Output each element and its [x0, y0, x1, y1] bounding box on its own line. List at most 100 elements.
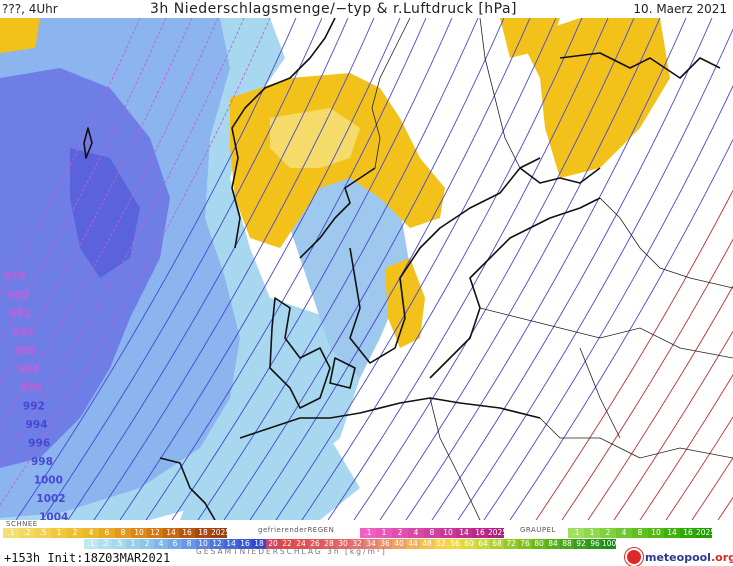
- isobar-line: [0, 17, 271, 506]
- brand-name: meteopool: [645, 550, 711, 564]
- legend-cell: 80: [532, 539, 546, 549]
- isobar-line: [0, 17, 141, 296]
- legend-cell: 2: [392, 528, 408, 538]
- snow-area-dark: [0, 68, 170, 468]
- isobar-label: 982: [9, 308, 31, 320]
- rain-area-sweden: [385, 258, 425, 348]
- isobar-line: [41, 17, 323, 521]
- gesamt-units-label: GESAMTNIEDERSCHLAG 3h [kg/m²]: [196, 547, 387, 556]
- legend-cell: 64: [476, 539, 490, 549]
- legend-cell: 16: [680, 528, 696, 538]
- legend-cell: 14: [456, 528, 472, 538]
- isobar-label: 1002: [36, 493, 65, 505]
- coast-sweden-west: [299, 167, 376, 259]
- isobar-label: 992: [23, 401, 45, 413]
- legend-gefrierender-bar: .1 1 2 4 8 10 14 16 2025+: [360, 528, 514, 538]
- isobar-label: 994: [26, 419, 48, 431]
- isobar-label: 980: [7, 290, 29, 302]
- legend-cell: 2025+: [696, 528, 722, 538]
- legend-cell: 14: [224, 539, 238, 549]
- legend-cell: 8: [182, 539, 196, 549]
- isobar-layer: [0, 17, 733, 521]
- legend-cell: 2: [600, 528, 616, 538]
- coast-norway: [231, 17, 336, 249]
- legend-cell: 8: [632, 528, 648, 538]
- legend-cell: 96: [588, 539, 602, 549]
- snow-precip-layer: [0, 18, 410, 520]
- legend-cell: 6: [168, 539, 182, 549]
- isobar-line: [327, 17, 609, 521]
- legend-cell: 1: [584, 528, 600, 538]
- legend-cell: 1: [51, 528, 67, 538]
- isobar-line: [535, 189, 733, 521]
- isobar-line: [509, 138, 733, 521]
- rain-area-northwest: [0, 18, 40, 53]
- isobar-line: [431, 17, 713, 521]
- isobar-line: [717, 496, 733, 521]
- legend-cell: 18: [252, 539, 266, 549]
- legend-graupel-name: GRAUPEL: [520, 526, 556, 534]
- isobar-line: [587, 285, 733, 521]
- legend-cell: 34: [364, 539, 378, 549]
- isobar-label: 990: [20, 382, 42, 394]
- legend-cell: .2: [98, 539, 112, 549]
- legend-cell: 16: [179, 528, 195, 538]
- coast-shetland: [83, 127, 93, 159]
- isobar-line: [67, 17, 349, 521]
- legend-cell: 32: [350, 539, 364, 549]
- legend-cell: 84: [546, 539, 560, 549]
- legend-cell: 1: [376, 528, 392, 538]
- legend-cell: 2025+: [488, 528, 514, 538]
- legend-cell: 44: [406, 539, 420, 549]
- legend-cell: 8: [424, 528, 440, 538]
- coast-uk: [159, 457, 216, 521]
- isobar-line: [457, 28, 733, 521]
- isobar-label: 998: [31, 456, 53, 468]
- legend-cell: 4: [408, 528, 424, 538]
- border-poland: [539, 417, 733, 459]
- isobar-line: [0, 17, 193, 384]
- meteopool-logo-icon: [625, 548, 643, 566]
- isobar-line: [171, 17, 453, 521]
- legend-cell: 88: [560, 539, 574, 549]
- border-germany: [429, 397, 481, 521]
- border-belarus: [579, 347, 621, 439]
- legend-cell: 10: [440, 528, 456, 538]
- meteopool-logo[interactable]: meteopool.org: [625, 548, 733, 566]
- legend-cell: 6: [99, 528, 115, 538]
- isobar-line: [119, 17, 401, 521]
- isobar-line: [301, 17, 583, 521]
- legend-cell: 26: [308, 539, 322, 549]
- map-title: 3h Niederschlagsmenge/−typ & r.Luftdruck…: [150, 1, 518, 17]
- isobar-line: [93, 17, 375, 521]
- isobar-line: [353, 17, 635, 521]
- legend-cell: 36: [378, 539, 392, 549]
- legend-cell: 68: [490, 539, 504, 549]
- isobar-line: [405, 17, 687, 521]
- isobar-label: 986: [15, 345, 37, 357]
- legend-cell: 60: [462, 539, 476, 549]
- isobar-line: [665, 416, 733, 521]
- legend-cell: 10: [196, 539, 210, 549]
- legend-cell: 14: [664, 528, 680, 538]
- legend-cell: 56: [448, 539, 462, 549]
- legend-cell: 52: [434, 539, 448, 549]
- legend-cell: 92: [574, 539, 588, 549]
- legend-graupel-bar: .1 1 2 4 8 10 14 16 2025+: [568, 528, 722, 538]
- coast-denmark-islands: [329, 357, 356, 389]
- rain-area-finland: [520, 18, 670, 178]
- legend-cell: 10: [131, 528, 147, 538]
- legend-cell: 16: [238, 539, 252, 549]
- legend-gefrierender-name: gefrierenderREGEN: [258, 526, 335, 534]
- snow-area-darkest: [70, 148, 140, 278]
- isobar-line: [0, 17, 167, 341]
- legend-cell: 16: [472, 528, 488, 538]
- legend-cell: 40: [392, 539, 406, 549]
- valid-date-label: 10. Maerz 2021: [633, 2, 727, 16]
- border-layer: [371, 17, 733, 521]
- coastline-layer: [83, 17, 721, 521]
- isobar-line: [0, 17, 219, 426]
- isobar-label: 1004: [39, 512, 68, 521]
- coast-germany: [239, 397, 541, 439]
